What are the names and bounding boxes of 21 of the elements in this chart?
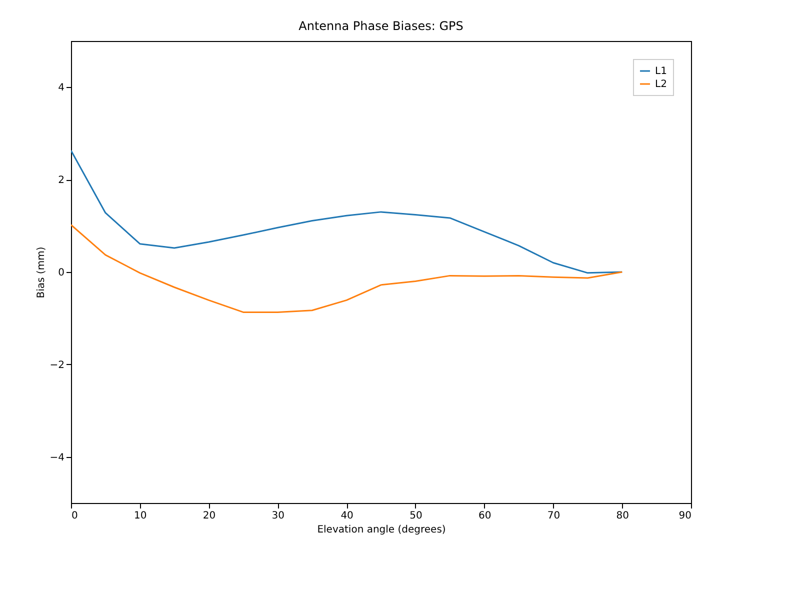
y-tick-label: 2 — [58, 175, 64, 186]
x-tick-label: 90 — [678, 510, 692, 522]
legend-label: L2 — [655, 79, 667, 90]
y-tick-label: 0 — [58, 268, 64, 278]
line-series — [71, 224, 623, 313]
y-axis-title: Bias (mm) — [36, 246, 47, 298]
x-tick-label: 40 — [340, 510, 354, 522]
legend-label: L1 — [655, 66, 667, 77]
x-tick-label: 20 — [202, 510, 216, 522]
x-tick-label: 30 — [272, 510, 285, 522]
x-tick-label: 50 — [410, 510, 422, 522]
x-tick-label: 80 — [616, 510, 629, 522]
chart-title: Antenna Phase Biases: GPS — [298, 19, 464, 33]
y-tick-label: −4 — [50, 452, 64, 464]
y-tick-label: −2 — [50, 360, 64, 371]
x-tick-label: 70 — [547, 510, 560, 522]
y-tick-label: 4 — [58, 82, 64, 94]
x-axis-title: Elevation angle (degrees) — [317, 524, 446, 536]
x-tick-label: 10 — [134, 510, 147, 522]
x-tick-label: 60 — [478, 510, 492, 522]
x-tick-label: 0 — [72, 510, 78, 522]
